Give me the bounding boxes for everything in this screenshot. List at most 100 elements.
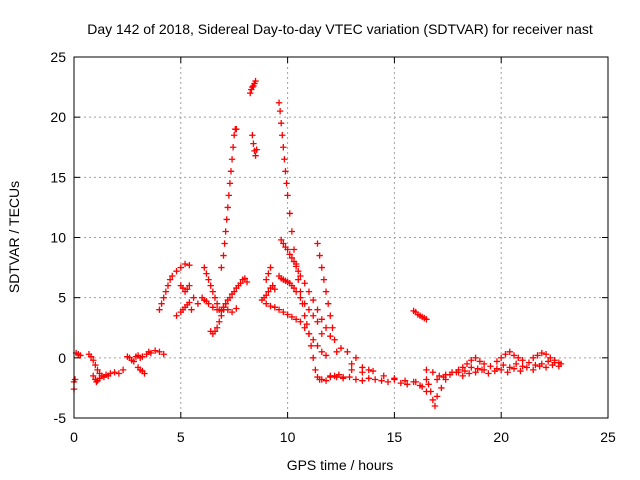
data-point: [252, 152, 259, 159]
data-point: [156, 306, 163, 313]
data-point: [271, 286, 278, 293]
data-point: [504, 369, 511, 376]
x-tick-label: 5: [177, 429, 185, 445]
data-point: [282, 168, 289, 175]
data-point: [186, 299, 193, 306]
data-point: [369, 367, 377, 375]
data-point: [275, 99, 283, 106]
data-point: [318, 376, 325, 383]
data-point: [186, 261, 193, 269]
data-point: [290, 284, 298, 292]
y-tick-label: 0: [58, 350, 66, 366]
data-point: [530, 366, 537, 374]
data-point: [297, 294, 304, 301]
data-point: [534, 352, 541, 359]
data-point: [359, 369, 366, 376]
data-point: [184, 286, 191, 293]
data-point: [194, 300, 202, 307]
data-point: [431, 402, 439, 410]
data-point: [247, 89, 254, 97]
data-point: [542, 351, 550, 358]
data-point: [310, 354, 317, 362]
data-point: [249, 132, 256, 139]
data-point: [229, 144, 237, 151]
data-point: [380, 372, 387, 380]
data-point: [162, 288, 170, 295]
data-point: [412, 378, 419, 386]
data-point: [173, 312, 180, 319]
data-point: [427, 388, 434, 395]
data-point: [461, 367, 469, 375]
data-point: [337, 345, 345, 352]
data-point: [284, 192, 291, 199]
data-point: [318, 348, 325, 356]
data-point: [269, 282, 276, 289]
data-point: [139, 353, 146, 360]
data-point: [331, 336, 338, 343]
data-point: [277, 236, 285, 244]
data-point: [231, 132, 238, 139]
data-point: [384, 378, 392, 386]
data-point: [359, 377, 366, 384]
data-point: [283, 180, 290, 187]
data-point: [310, 312, 317, 319]
data-point: [297, 318, 304, 325]
data-point: [530, 354, 537, 362]
data-point: [310, 296, 317, 304]
data-point: [472, 354, 479, 362]
data-point: [231, 288, 238, 295]
data-point: [263, 300, 270, 307]
data-point: [322, 352, 330, 359]
data-point: [301, 300, 308, 307]
data-point: [536, 363, 543, 370]
data-point: [549, 361, 556, 369]
data-point: [277, 119, 285, 127]
data-point: [280, 240, 287, 247]
data-point: [512, 360, 520, 368]
data-point: [265, 270, 272, 277]
data-point: [459, 372, 466, 380]
data-point: [333, 348, 340, 356]
data-point: [318, 264, 325, 271]
data-point: [314, 306, 321, 313]
data-point: [397, 379, 405, 387]
data-point: [391, 375, 398, 382]
data-point: [249, 83, 256, 91]
data-point: [440, 373, 447, 381]
data-point: [506, 348, 513, 356]
data-point: [224, 204, 231, 211]
data-point: [292, 263, 300, 270]
data-point: [233, 305, 240, 312]
data-point: [423, 376, 430, 383]
data-point: [90, 372, 97, 380]
y-tick-label: 5: [58, 290, 66, 306]
data-point: [333, 373, 340, 381]
data-point: [525, 359, 533, 366]
data-point: [252, 77, 259, 85]
data-point: [263, 276, 270, 283]
data-point: [228, 156, 236, 163]
data-point: [459, 364, 466, 371]
data-point: [312, 366, 319, 374]
data-point: [93, 378, 100, 386]
data-point: [186, 282, 193, 289]
data-point: [275, 306, 283, 313]
data-point: [348, 366, 355, 374]
data-point: [465, 370, 473, 377]
data-point: [94, 366, 101, 374]
data-point: [318, 316, 325, 323]
data-point: [555, 359, 563, 366]
data-point: [151, 347, 159, 354]
data-point: [213, 300, 221, 307]
data-point: [303, 320, 311, 328]
data-point: [237, 280, 244, 287]
data-point: [519, 357, 526, 364]
data-point: [301, 280, 308, 287]
data-point: [292, 288, 300, 295]
grid-layer: [74, 57, 608, 418]
data-point: [292, 316, 300, 323]
data-point: [250, 140, 257, 147]
data-point: [519, 363, 526, 370]
data-point: [547, 354, 554, 362]
data-point: [455, 369, 462, 376]
